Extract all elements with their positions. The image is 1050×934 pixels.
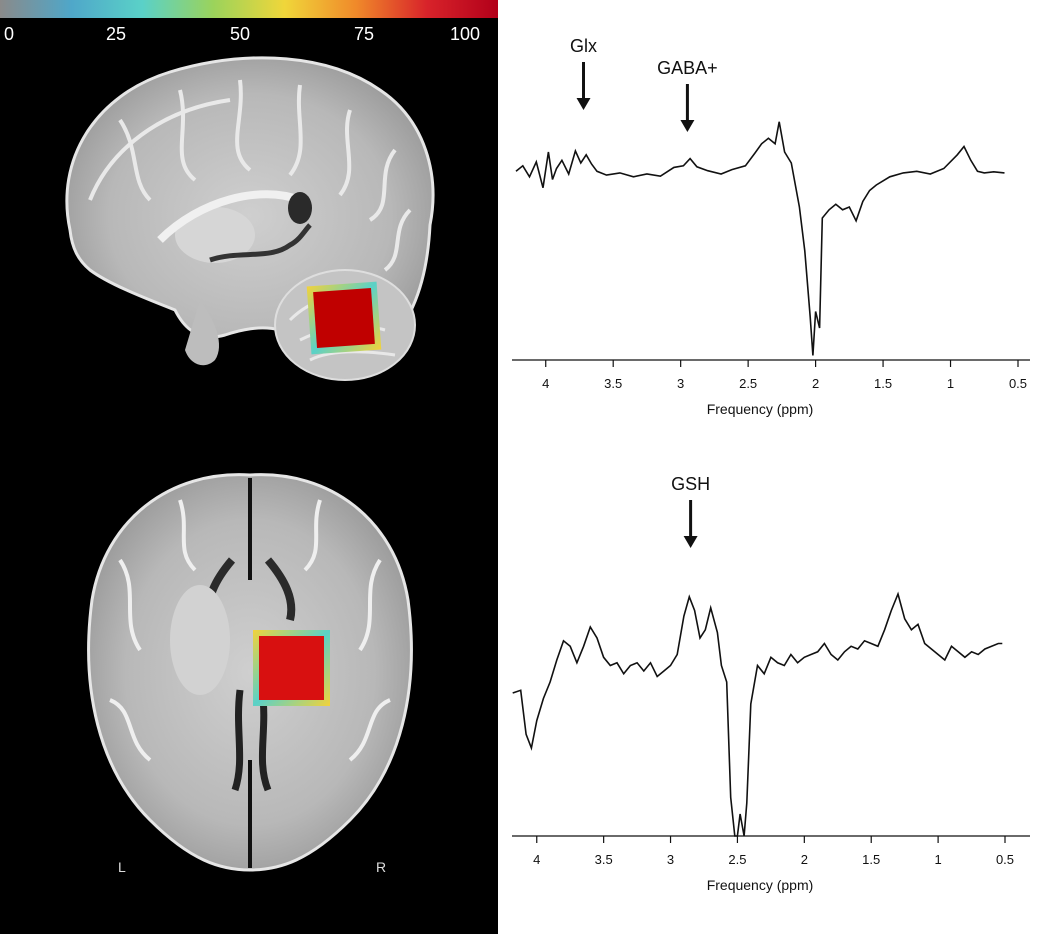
spectrum-top: 4 3.5 3 2.5 2 1.5 1 0.5 Frequency (ppm) Glx GABA… xyxy=(512,36,1030,417)
colorbar-tick-50: 50 xyxy=(230,24,250,44)
tick-label: 0.5 xyxy=(996,852,1014,867)
tick-label: 3.5 xyxy=(604,376,622,391)
peak-label-gsh: GSH xyxy=(671,474,710,494)
spectrum-top-xlabel: Frequency (ppm) xyxy=(707,401,814,417)
spectrum-top-line xyxy=(515,121,1005,356)
tick-label: 1 xyxy=(947,376,954,391)
left-label: L xyxy=(118,859,126,875)
peak-label-gaba: GABA+ xyxy=(657,58,718,78)
sagittal-brain-slice xyxy=(65,56,435,381)
colorbar: 0 25 50 75 100 xyxy=(0,0,498,44)
spectrum-bottom-line xyxy=(512,591,1003,837)
spectrum-top-annotations: Glx GABA+ xyxy=(570,36,718,132)
tick-label: 2 xyxy=(812,376,819,391)
voi-box-cerebellum xyxy=(313,288,375,348)
spectrum-bottom-annotations: GSH xyxy=(671,474,710,548)
axial-brain-slice: L R xyxy=(87,473,413,875)
peak-label-glx: Glx xyxy=(570,36,597,56)
colorbar-tick-25: 25 xyxy=(106,24,126,44)
tick-label: 4 xyxy=(542,376,549,391)
tick-label: 0.5 xyxy=(1009,376,1027,391)
tick-label: 4 xyxy=(533,852,540,867)
colorbar-gradient xyxy=(0,0,498,18)
tick-label: 3 xyxy=(677,376,684,391)
axial-cortex xyxy=(87,473,413,872)
sagittal-gyri xyxy=(88,79,412,272)
tick-label: 3 xyxy=(667,852,674,867)
brainstem xyxy=(185,300,220,366)
tick-label: 2 xyxy=(801,852,808,867)
spectrum-bottom-xlabel: Frequency (ppm) xyxy=(707,877,814,893)
colorbar-tick-0: 0 xyxy=(4,24,14,44)
tick-label: 1.5 xyxy=(862,852,880,867)
tick-label: 3.5 xyxy=(595,852,613,867)
spectrum-bottom: 4 3.5 3 2.5 2 1.5 1 0.5 Frequency (ppm) GSH xyxy=(512,474,1030,893)
thalamus xyxy=(175,207,255,263)
spectrum-bottom-ticks: 4 3.5 3 2.5 2 1.5 1 0.5 xyxy=(533,836,1014,867)
axial-white-matter xyxy=(109,499,391,762)
tick-label: 1.5 xyxy=(874,376,892,391)
colorbar-tick-100: 100 xyxy=(450,24,480,44)
ventricle-sagittal xyxy=(288,192,312,224)
spectrum-top-ticks: 4 3.5 3 2.5 2 1.5 1 0.5 xyxy=(542,360,1027,391)
corpus-callosum xyxy=(157,190,302,243)
arrow-head xyxy=(680,120,695,132)
voi-box-thalamus xyxy=(259,636,324,700)
tick-label: 2.5 xyxy=(739,376,757,391)
aqueduct xyxy=(209,223,312,263)
tick-label: 2.5 xyxy=(728,852,746,867)
left-putamen xyxy=(170,585,230,695)
right-label: R xyxy=(376,859,386,875)
colorbar-tick-75: 75 xyxy=(354,24,374,44)
tick-label: 1 xyxy=(934,852,941,867)
arrow-head xyxy=(683,536,698,548)
arrow-head xyxy=(576,98,591,110)
